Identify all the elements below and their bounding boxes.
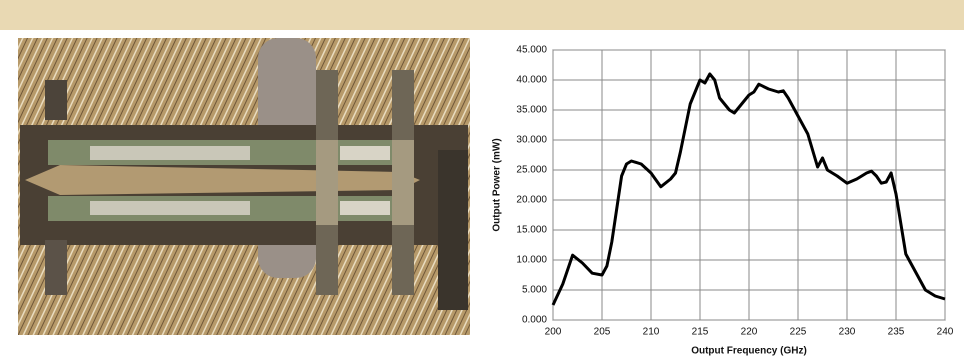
y-tick-label: 25.000 xyxy=(516,165,547,176)
top-bar xyxy=(0,0,964,30)
x-axis-label: Output Frequency (GHz) xyxy=(691,346,807,357)
y-tick-label: 5.000 xyxy=(522,285,547,296)
x-tick-label: 205 xyxy=(594,327,611,338)
x-tick-label: 200 xyxy=(545,327,562,338)
y-tick-label: 35.000 xyxy=(516,105,547,116)
y-tick-label: 0.000 xyxy=(522,315,547,326)
x-tick-label: 225 xyxy=(790,327,807,338)
micrograph xyxy=(18,38,470,335)
x-tick-label: 240 xyxy=(937,327,954,338)
x-tick-label: 210 xyxy=(643,327,660,338)
y-axis-label: Output Power (mW) xyxy=(492,138,503,231)
x-tick-label: 235 xyxy=(888,327,905,338)
y-tick-label: 40.000 xyxy=(516,75,547,86)
y-tick-label: 15.000 xyxy=(516,225,547,236)
y-tick-label: 30.000 xyxy=(516,135,547,146)
x-tick-label: 215 xyxy=(692,327,709,338)
y-tick-label: 45.000 xyxy=(516,45,547,56)
y-tick-label: 20.000 xyxy=(516,195,547,206)
y-tick-label: 10.000 xyxy=(516,255,547,266)
x-tick-label: 220 xyxy=(741,327,758,338)
data-line xyxy=(551,72,946,306)
x-tick-label: 230 xyxy=(839,327,856,338)
